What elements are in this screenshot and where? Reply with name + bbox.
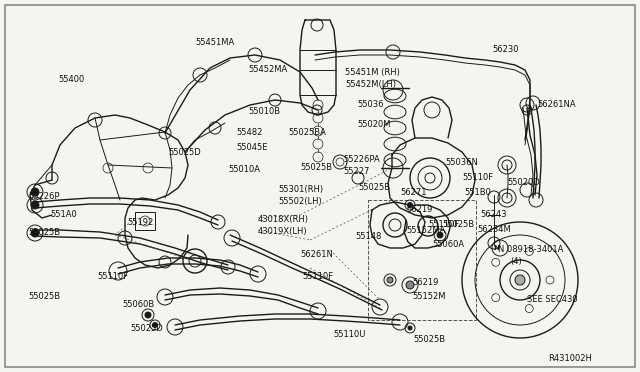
Circle shape — [406, 281, 414, 289]
Circle shape — [408, 326, 412, 330]
Text: 43019X(LH): 43019X(LH) — [258, 227, 308, 236]
Text: 55452M(LH): 55452M(LH) — [345, 80, 396, 89]
Text: 55148: 55148 — [355, 232, 381, 241]
Text: 55110U: 55110U — [333, 330, 365, 339]
Bar — [135, 212, 155, 230]
Text: 55025BA: 55025BA — [288, 128, 326, 137]
Text: 551B0: 551B0 — [464, 188, 491, 197]
Text: 551A0: 551A0 — [50, 210, 77, 219]
Circle shape — [31, 229, 39, 237]
Text: 55010A: 55010A — [228, 165, 260, 174]
Text: 55110F: 55110F — [302, 272, 333, 281]
Text: 56271: 56271 — [400, 188, 426, 197]
Text: 43018X(RH): 43018X(RH) — [258, 215, 309, 224]
Text: 55482: 55482 — [236, 128, 262, 137]
Circle shape — [408, 202, 413, 208]
Text: 56219: 56219 — [406, 205, 433, 214]
Text: 55010B: 55010B — [248, 107, 280, 116]
Bar — [368, 200, 476, 320]
Text: 55152MA: 55152MA — [406, 226, 445, 235]
Text: 55192: 55192 — [127, 218, 153, 227]
Text: 55045E: 55045E — [236, 143, 268, 152]
Text: 55020D: 55020D — [507, 178, 540, 187]
Text: 55502(LH): 55502(LH) — [278, 197, 322, 206]
Circle shape — [515, 275, 525, 285]
Circle shape — [31, 201, 39, 209]
Text: 55110F: 55110F — [97, 272, 128, 281]
Text: 55036N: 55036N — [445, 158, 478, 167]
Text: 55036: 55036 — [357, 100, 383, 109]
Text: R431002H: R431002H — [548, 354, 592, 363]
Text: 56243: 56243 — [480, 210, 506, 219]
Text: 55451M (RH): 55451M (RH) — [345, 68, 400, 77]
Text: (4): (4) — [510, 257, 522, 266]
Text: N 08918-3401A: N 08918-3401A — [498, 245, 563, 254]
Text: 55060B: 55060B — [122, 300, 154, 309]
Text: N: N — [493, 245, 499, 251]
Text: 55025B: 55025B — [442, 220, 474, 229]
Text: 56234M: 56234M — [477, 225, 511, 234]
Text: 55226PA: 55226PA — [343, 155, 380, 164]
Text: 56261N: 56261N — [300, 250, 333, 259]
Text: 55025D: 55025D — [168, 148, 201, 157]
Text: SEE SEC430: SEE SEC430 — [527, 295, 578, 304]
Text: 55025B: 55025B — [358, 183, 390, 192]
Text: 56219: 56219 — [412, 278, 438, 287]
Text: 55025B: 55025B — [300, 163, 332, 172]
Text: 55227: 55227 — [343, 167, 369, 176]
Circle shape — [387, 277, 393, 283]
Text: 55400: 55400 — [58, 75, 84, 84]
Text: 55025D: 55025D — [130, 324, 163, 333]
Text: 55110F: 55110F — [462, 173, 493, 182]
Text: 55110F: 55110F — [428, 220, 459, 229]
Text: 55025B: 55025B — [28, 228, 60, 237]
Circle shape — [437, 232, 443, 238]
Text: 55025B: 55025B — [28, 292, 60, 301]
Text: 55060A: 55060A — [432, 240, 464, 249]
Text: 55226P: 55226P — [28, 192, 60, 201]
Text: 55452MA: 55452MA — [248, 65, 287, 74]
Text: 56261NA: 56261NA — [537, 100, 575, 109]
Text: 55301(RH): 55301(RH) — [278, 185, 323, 194]
Text: 55451MA: 55451MA — [195, 38, 234, 47]
Text: 55025B: 55025B — [413, 335, 445, 344]
Text: 55020M: 55020M — [357, 120, 390, 129]
Text: 55152M: 55152M — [412, 292, 445, 301]
Text: 56230: 56230 — [492, 45, 518, 54]
Circle shape — [31, 188, 39, 196]
Circle shape — [145, 312, 151, 318]
Circle shape — [152, 323, 157, 327]
